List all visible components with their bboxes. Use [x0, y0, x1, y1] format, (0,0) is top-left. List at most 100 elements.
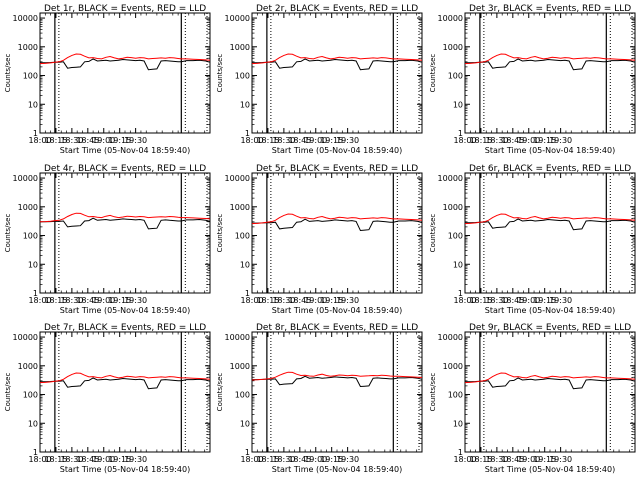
- plot-frame: [251, 331, 423, 453]
- series-events: [40, 217, 211, 230]
- x-tick-label: 19:00: [92, 296, 115, 305]
- series-lld: [39, 372, 211, 384]
- y-tick-label: 1000: [230, 43, 250, 52]
- y-tick-label: 1000: [230, 203, 250, 212]
- x-axis-label: Start Time (05-Nov-04 18:59:40): [485, 306, 615, 315]
- y-axis-label: Counts/sec: [4, 54, 12, 93]
- plot-frame: [39, 172, 211, 294]
- y-tick-label: 10000: [225, 174, 250, 183]
- y-tick-label: 1000: [443, 362, 463, 371]
- panel-7: Det 7r, BLACK = Events, RED = LLD 1 10 100 1…: [4, 323, 211, 474]
- x-tick-label: 18:00: [453, 455, 476, 464]
- y-tick-label: 100: [23, 72, 38, 81]
- x-axis-label: Start Time (05-Nov-04 18:59:40): [485, 146, 615, 155]
- y-tick-label: 1: [33, 448, 38, 457]
- series-events: [40, 58, 211, 71]
- x-tick-label: 18:15: [44, 296, 67, 305]
- y-tick-label: 1: [33, 129, 38, 138]
- x-tick-label: 19:00: [517, 455, 540, 464]
- plot-frame: [39, 331, 211, 453]
- y-tick-label: 1: [245, 129, 250, 138]
- y-tick-label: 10000: [13, 174, 38, 183]
- panel-6: Det 6r, BLACK = Events, RED = LLD 1 10 100 1…: [429, 164, 636, 315]
- x-tick-label: 19:30: [549, 136, 572, 145]
- y-tick-label: 1: [33, 289, 38, 298]
- y-tick-label: 100: [235, 391, 250, 400]
- x-tick-label: 19:30: [336, 136, 359, 145]
- x-tick-label: 19:00: [92, 455, 115, 464]
- y-tick-label: 1000: [443, 203, 463, 212]
- x-tick-label: 19:30: [124, 455, 147, 464]
- panel-title: Det 1r, BLACK = Events, RED = LLD: [44, 4, 206, 14]
- x-tick-label: 19:30: [336, 455, 359, 464]
- x-tick-label: 18:30: [60, 296, 83, 305]
- x-tick-label: 19:30: [124, 136, 147, 145]
- y-tick-label: 10: [28, 100, 38, 109]
- x-tick-label: 19:30: [336, 296, 359, 305]
- x-axis-label: Start Time (05-Nov-04 18:59:40): [272, 146, 402, 155]
- x-axis-label: Start Time (05-Nov-04 18:59:40): [485, 465, 615, 474]
- x-tick-label: 19:00: [517, 296, 540, 305]
- x-tick-label: 18:45: [288, 296, 311, 305]
- x-tick-label: 19:00: [517, 136, 540, 145]
- y-axis-label: Counts/sec: [429, 54, 437, 93]
- x-tick-label: 18:45: [501, 455, 524, 464]
- x-tick-label: 19:15: [533, 455, 556, 464]
- x-tick-label: 18:30: [60, 455, 83, 464]
- x-tick-label: 18:00: [28, 296, 51, 305]
- x-tick-label: 19:00: [304, 296, 327, 305]
- y-tick-label: 10: [28, 260, 38, 269]
- plot-frame: [464, 12, 636, 134]
- panel-title: Det 8r, BLACK = Events, RED = LLD: [256, 323, 418, 333]
- x-tick-label: 19:15: [320, 136, 343, 145]
- x-tick-label: 19:15: [108, 455, 131, 464]
- panel-1: Det 1r, BLACK = Events, RED = LLD 1 10 100 1…: [4, 4, 211, 155]
- y-tick-label: 10000: [225, 333, 250, 342]
- x-tick-label: 19:15: [108, 296, 131, 305]
- y-tick-label: 10: [453, 100, 463, 109]
- series-lld: [251, 371, 423, 381]
- x-tick-label: 18:15: [469, 136, 492, 145]
- y-tick-label: 10: [453, 260, 463, 269]
- y-axis-label: Counts/sec: [216, 54, 224, 93]
- panel-4: Det 4r, BLACK = Events, RED = LLD 1 10 100 1…: [4, 164, 211, 315]
- x-tick-label: 18:00: [240, 296, 263, 305]
- x-tick-label: 18:00: [28, 136, 51, 145]
- series-lld: [39, 212, 211, 223]
- x-tick-label: 18:00: [453, 136, 476, 145]
- x-tick-label: 18:15: [469, 455, 492, 464]
- x-tick-label: 18:30: [272, 136, 295, 145]
- y-tick-label: 10000: [438, 333, 463, 342]
- plot-frame: [39, 12, 211, 134]
- y-tick-label: 10000: [13, 14, 38, 23]
- panel-title: Det 3r, BLACK = Events, RED = LLD: [469, 4, 631, 14]
- x-tick-label: 19:30: [124, 296, 147, 305]
- x-tick-label: 18:45: [76, 455, 99, 464]
- x-tick-label: 18:30: [485, 296, 508, 305]
- panel-title: Det 6r, BLACK = Events, RED = LLD: [469, 164, 631, 174]
- y-tick-label: 100: [448, 391, 463, 400]
- panel-title: Det 7r, BLACK = Events, RED = LLD: [44, 323, 206, 333]
- x-tick-label: 18:30: [485, 136, 508, 145]
- x-tick-label: 19:00: [304, 455, 327, 464]
- series-lld: [39, 53, 211, 65]
- y-tick-label: 1000: [18, 362, 38, 371]
- y-tick-label: 1: [458, 448, 463, 457]
- y-tick-label: 1000: [18, 203, 38, 212]
- y-tick-label: 10: [240, 260, 250, 269]
- y-tick-label: 1: [458, 289, 463, 298]
- x-tick-label: 18:15: [256, 296, 279, 305]
- y-tick-label: 1000: [230, 362, 250, 371]
- x-tick-label: 18:00: [240, 455, 263, 464]
- y-tick-label: 10: [240, 419, 250, 428]
- x-tick-label: 18:15: [469, 296, 492, 305]
- x-tick-label: 18:30: [272, 455, 295, 464]
- panel-title: Det 9r, BLACK = Events, RED = LLD: [469, 323, 631, 333]
- panel-5: Det 5r, BLACK = Events, RED = LLD 1 10 100 1…: [216, 164, 423, 315]
- series-lld: [251, 213, 423, 225]
- x-tick-label: 19:15: [533, 136, 556, 145]
- y-tick-label: 100: [448, 72, 463, 81]
- x-tick-label: 18:45: [501, 296, 524, 305]
- plot-frame: [251, 12, 423, 134]
- x-tick-label: 18:30: [60, 136, 83, 145]
